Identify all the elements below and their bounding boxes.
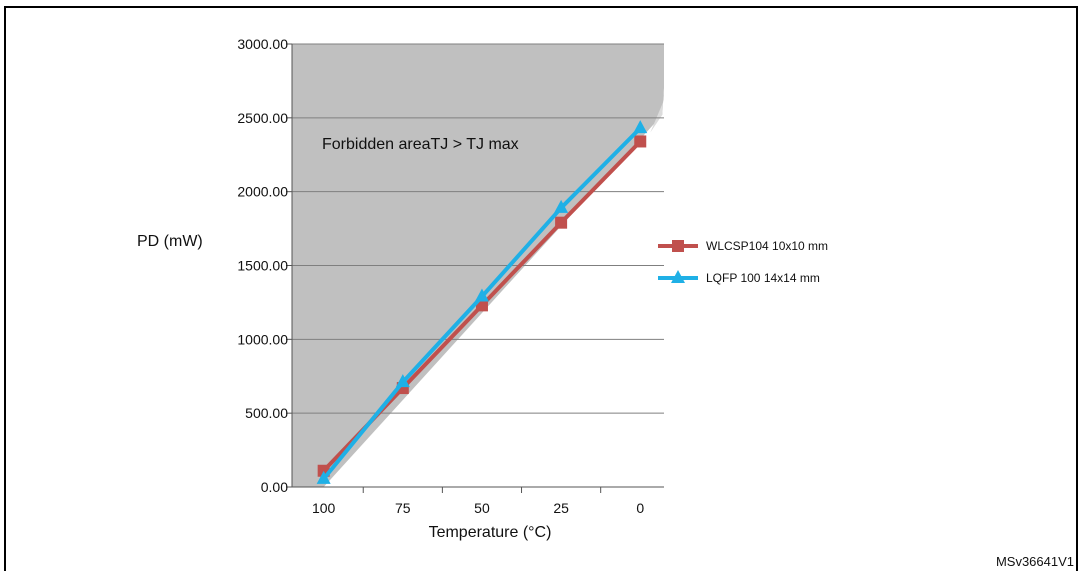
x-tick-label-3: 25 xyxy=(553,500,569,516)
series-0-point-3 xyxy=(555,216,568,229)
x-tick-label-2: 50 xyxy=(474,500,490,516)
series-0-point-4 xyxy=(634,135,647,148)
y-tick-label-1: 500.00 xyxy=(245,405,288,421)
series-1-point-0 xyxy=(316,470,331,484)
x-tick-label-1: 75 xyxy=(395,500,411,516)
forbidden-area-edge xyxy=(650,88,664,133)
x-axis-title: Temperature (°C) xyxy=(429,524,552,541)
legend-marker-0 xyxy=(672,240,684,252)
figure-reference: MSv36641V1 xyxy=(995,554,1074,569)
y-axis-title: PD (mW) xyxy=(137,233,203,250)
legend-label-1: LQFP 100 14x14 mm xyxy=(706,271,820,285)
y-tick-label-5: 2500.00 xyxy=(237,110,288,126)
series-1-point-1 xyxy=(395,374,410,388)
forbidden-area-label: Forbidden areaTJ > TJ max xyxy=(322,136,519,153)
y-tick-label-4: 2000.00 xyxy=(237,184,288,200)
legend-label-0: WLCSP104 10x10 mm xyxy=(706,239,828,253)
y-tick-label-6: 3000.00 xyxy=(237,36,288,52)
y-tick-label-0: 0.00 xyxy=(261,479,288,495)
y-tick-label-2: 1000.00 xyxy=(237,331,288,347)
legend-marker-1 xyxy=(671,270,685,283)
series-1-point-3 xyxy=(554,199,569,213)
x-tick-label-0: 100 xyxy=(312,500,336,516)
series-1-point-4 xyxy=(633,120,648,134)
x-tick-label-4: 0 xyxy=(636,500,644,516)
series-1-point-2 xyxy=(474,288,489,302)
figure-frame xyxy=(4,6,1078,571)
y-tick-label-3: 1500.00 xyxy=(237,258,288,274)
